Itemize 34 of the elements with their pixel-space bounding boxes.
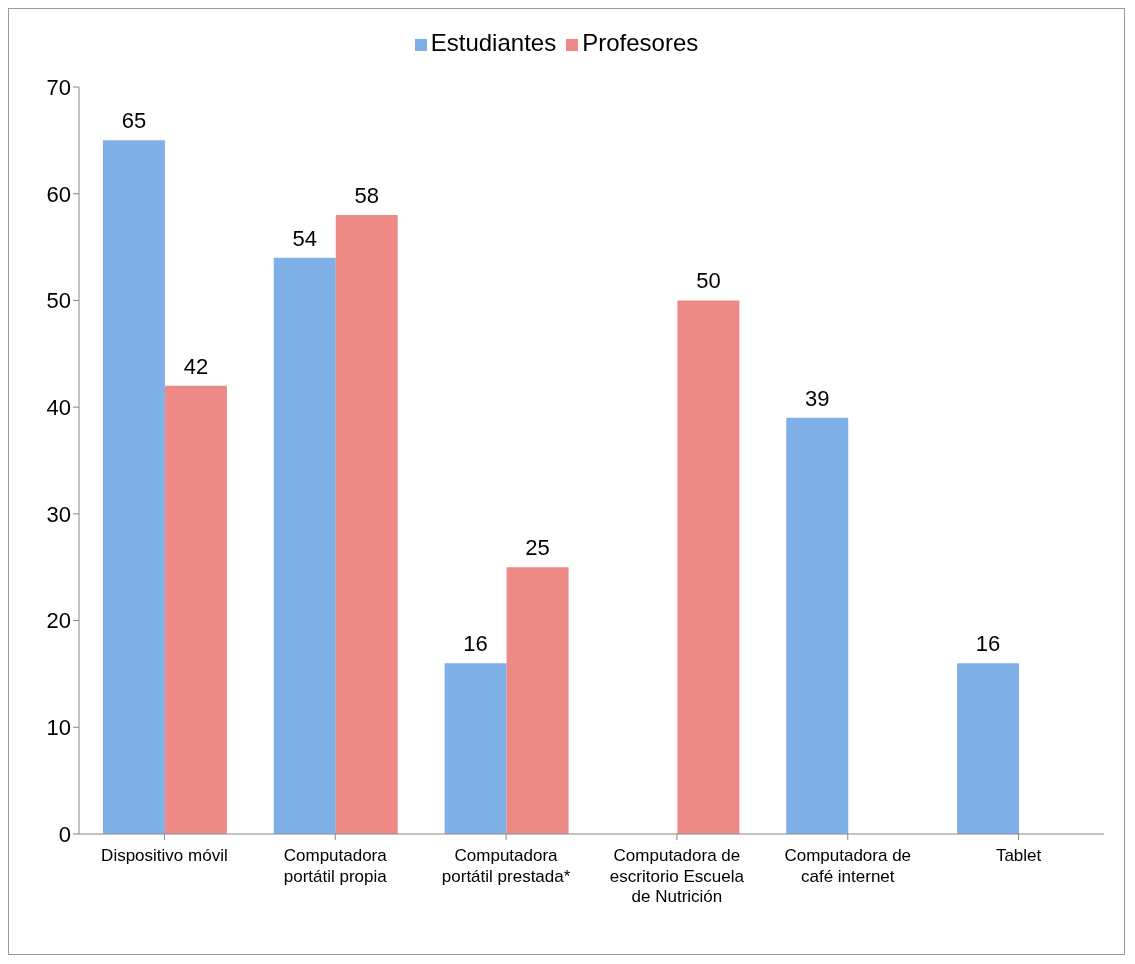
data-label: 16 — [975, 631, 1001, 657]
x-tick-label: Computadora portátil propia — [283, 846, 388, 886]
legend-label: Profesores — [582, 29, 699, 56]
x-tick-label: Computadora de escritorio Escuela de Nutrición — [609, 846, 745, 907]
data-label: 25 — [525, 535, 550, 561]
y-tick-label: 10 — [46, 715, 71, 741]
data-label: 58 — [354, 183, 379, 209]
bar — [164, 385, 227, 834]
data-label: 42 — [183, 353, 209, 379]
bar — [335, 215, 398, 834]
y-tick-label: 20 — [46, 608, 71, 634]
bar — [273, 257, 336, 834]
bar — [677, 300, 740, 834]
x-tick-label: Computadora portátil prestada* — [441, 846, 571, 886]
data-label: 65 — [121, 108, 147, 134]
x-tick-label: Dispositivo móvil — [101, 846, 228, 866]
y-tick-label: 0 — [58, 821, 71, 847]
bar — [444, 663, 507, 834]
y-tick-label: 30 — [46, 501, 71, 527]
data-label: 39 — [805, 385, 830, 411]
y-tick-label: 50 — [46, 288, 71, 314]
y-tick-label: 40 — [46, 394, 71, 420]
bar — [506, 567, 569, 834]
bar — [957, 663, 1020, 834]
data-label: 54 — [292, 225, 317, 251]
legend-label: Estudiantes — [430, 29, 557, 56]
bar — [786, 417, 849, 834]
data-label: 16 — [463, 631, 488, 657]
y-tick-label: 60 — [46, 181, 71, 207]
data-label: 50 — [696, 268, 721, 294]
x-tick-label: Computadora de café internet — [784, 846, 912, 886]
x-tick-label: Tablet — [995, 846, 1042, 866]
y-tick-label: 70 — [46, 74, 71, 100]
bar — [102, 140, 165, 834]
